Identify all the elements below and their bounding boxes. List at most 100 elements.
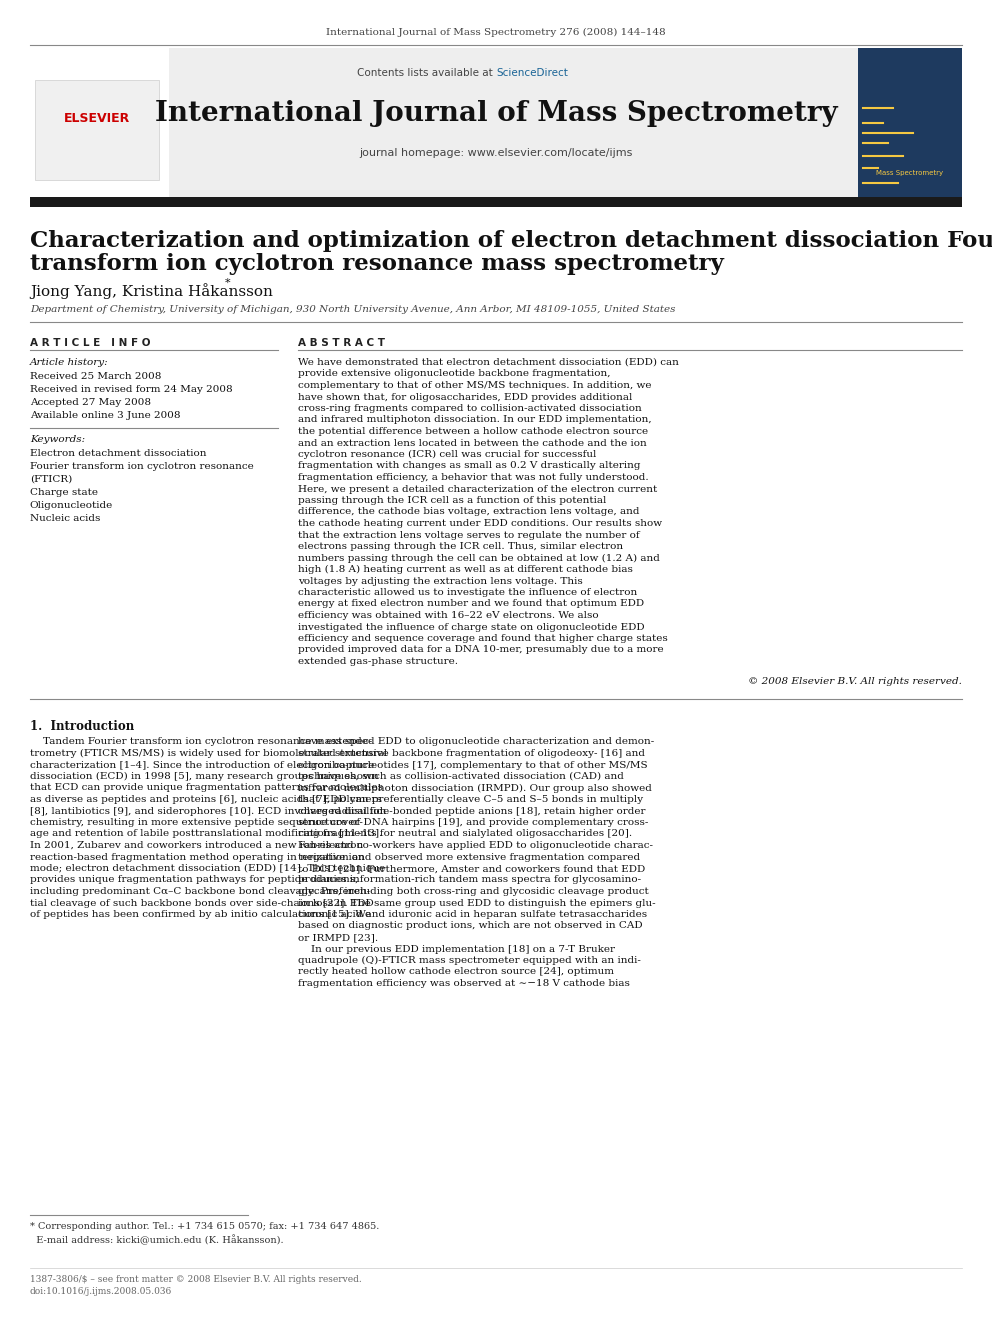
Text: transform ion cyclotron resonance mass spectrometry: transform ion cyclotron resonance mass s…: [30, 253, 723, 275]
Text: *: *: [225, 278, 230, 288]
Text: Contents lists available at: Contents lists available at: [357, 67, 496, 78]
Text: E-mail address: kicki@umich.edu (K. Håkansson).: E-mail address: kicki@umich.edu (K. Håka…: [30, 1234, 284, 1245]
Text: quadrupole (Q)-FTICR mass spectrometer equipped with an indi-: quadrupole (Q)-FTICR mass spectrometer e…: [298, 957, 641, 964]
Text: age and retention of labile posttranslational modifications [11–13].: age and retention of labile posttranslat…: [30, 830, 382, 839]
Text: In 2001, Zubarev and coworkers introduced a new ion-electron: In 2001, Zubarev and coworkers introduce…: [30, 841, 363, 849]
Text: Electron detachment dissociation: Electron detachment dissociation: [30, 448, 206, 458]
Text: International Journal of Mass Spectrometry 276 (2008) 144–148: International Journal of Mass Spectromet…: [326, 28, 666, 37]
Text: * Corresponding author. Tel.: +1 734 615 0570; fax: +1 734 647 4865.: * Corresponding author. Tel.: +1 734 615…: [30, 1222, 379, 1230]
Text: Jiong Yang, Kristina Håkansson: Jiong Yang, Kristina Håkansson: [30, 283, 273, 299]
Text: tial cleavage of such backbone bonds over side-chain loss in EDD: tial cleavage of such backbone bonds ove…: [30, 898, 374, 908]
Text: 1387-3806/$ – see front matter © 2008 Elsevier B.V. All rights reserved.: 1387-3806/$ – see front matter © 2008 El…: [30, 1275, 361, 1285]
Bar: [30, 197, 962, 206]
Text: characteristic allowed us to investigate the influence of electron: characteristic allowed us to investigate…: [298, 587, 637, 597]
Text: based on diagnostic product ions, which are not observed in CAD: based on diagnostic product ions, which …: [298, 922, 642, 930]
Text: Article history:: Article history:: [30, 359, 108, 366]
Bar: [30, 48, 169, 200]
Text: reaction-based fragmentation method operating in negative ion: reaction-based fragmentation method oper…: [30, 852, 364, 861]
Text: Nucleic acids: Nucleic acids: [30, 515, 100, 523]
Text: techniques, such as collision-activated dissociation (CAD) and: techniques, such as collision-activated …: [298, 773, 624, 781]
Text: provide extensive oligonucleotide backbone fragmentation,: provide extensive oligonucleotide backbo…: [298, 369, 610, 378]
Text: 1.  Introduction: 1. Introduction: [30, 721, 134, 733]
Text: strated extensive backbone fragmentation of oligodeoxy- [16] and: strated extensive backbone fragmentation…: [298, 749, 645, 758]
Text: extended gas-phase structure.: extended gas-phase structure.: [298, 658, 457, 665]
Text: the potential difference between a hollow cathode electron source: the potential difference between a hollo…: [298, 427, 648, 437]
Text: [8], lantibiotics [9], and siderophores [10]. ECD involves radical ion: [8], lantibiotics [9], and siderophores …: [30, 807, 386, 815]
Text: to ECD [21]. Furthermore, Amster and coworkers found that EDD: to ECD [21]. Furthermore, Amster and cow…: [298, 864, 645, 873]
Text: mode; electron detachment dissociation (EDD) [14]. This technique: mode; electron detachment dissociation (…: [30, 864, 385, 873]
Text: infrared multiphoton dissociation (IRMPD). Our group also showed: infrared multiphoton dissociation (IRMPD…: [298, 783, 652, 792]
Text: trometry (FTICR MS/MS) is widely used for biomolecular structural: trometry (FTICR MS/MS) is widely used fo…: [30, 749, 387, 758]
Text: investigated the influence of charge state on oligonucleotide EDD: investigated the influence of charge sta…: [298, 623, 644, 631]
Text: that the extraction lens voltage serves to regulate the number of: that the extraction lens voltage serves …: [298, 531, 639, 540]
Text: fragmentation efficiency, a behavior that was not fully understood.: fragmentation efficiency, a behavior tha…: [298, 474, 648, 482]
Text: International Journal of Mass Spectrometry: International Journal of Mass Spectromet…: [155, 101, 837, 127]
Text: difference, the cathode bias voltage, extraction lens voltage, and: difference, the cathode bias voltage, ex…: [298, 508, 639, 516]
Text: Received in revised form 24 May 2008: Received in revised form 24 May 2008: [30, 385, 232, 394]
Text: including predominant Cα–C backbone bond cleavage. Preferen-: including predominant Cα–C backbone bond…: [30, 886, 370, 896]
Text: A B S T R A C T: A B S T R A C T: [298, 337, 385, 348]
Text: have shown that, for oligosaccharides, EDD provides additional: have shown that, for oligosaccharides, E…: [298, 393, 632, 401]
Text: provided improved data for a DNA 10-mer, presumably due to a more: provided improved data for a DNA 10-mer,…: [298, 646, 664, 655]
Text: complementary to that of other MS/MS techniques. In addition, we: complementary to that of other MS/MS tec…: [298, 381, 651, 390]
Text: that ECD can provide unique fragmentation patterns for molecules: that ECD can provide unique fragmentatio…: [30, 783, 383, 792]
Text: dissociation (ECD) in 1998 [5], many research groups have shown: dissociation (ECD) in 1998 [5], many res…: [30, 773, 378, 781]
Text: numbers passing through the cell can be obtained at low (1.2 A) and: numbers passing through the cell can be …: [298, 553, 660, 562]
Text: efficiency and sequence coverage and found that higher charge states: efficiency and sequence coverage and fou…: [298, 634, 668, 643]
Text: provides unique fragmentation pathways for peptide dianions,: provides unique fragmentation pathways f…: [30, 876, 358, 885]
Text: and infrared multiphoton dissociation. In our EDD implementation,: and infrared multiphoton dissociation. I…: [298, 415, 651, 425]
Text: structure of DNA hairpins [19], and provide complementary cross-: structure of DNA hairpins [19], and prov…: [298, 818, 648, 827]
Text: energy at fixed electron number and we found that optimum EDD: energy at fixed electron number and we f…: [298, 599, 644, 609]
Bar: [858, 48, 962, 200]
Text: We have demonstrated that electron detachment dissociation (EDD) can: We have demonstrated that electron detac…: [298, 359, 679, 366]
Text: Here, we present a detailed characterization of the electron current: Here, we present a detailed characteriza…: [298, 484, 657, 493]
Text: A R T I C L E   I N F O: A R T I C L E I N F O: [30, 337, 150, 348]
Text: Keywords:: Keywords:: [30, 435, 85, 445]
Text: produces information-rich tandem mass spectra for glycosamino-: produces information-rich tandem mass sp…: [298, 876, 641, 885]
Text: electrons passing through the ICR cell. Thus, similar electron: electrons passing through the ICR cell. …: [298, 542, 623, 550]
Text: ring fragments for neutral and sialylated oligosaccharides [20].: ring fragments for neutral and sialylate…: [298, 830, 632, 839]
Text: curonic acid and iduronic acid in heparan sulfate tetrasaccharides: curonic acid and iduronic acid in hepara…: [298, 910, 647, 919]
Text: oligoribo-nucleotides [17], complementary to that of other MS/MS: oligoribo-nucleotides [17], complementar…: [298, 761, 647, 770]
Text: © 2008 Elsevier B.V. All rights reserved.: © 2008 Elsevier B.V. All rights reserved…: [748, 676, 962, 685]
Text: of peptides has been confirmed by ab initio calculations [15]. We: of peptides has been confirmed by ab ini…: [30, 910, 371, 919]
Text: charged disulfide-bonded peptide anions [18], retain higher order: charged disulfide-bonded peptide anions …: [298, 807, 645, 815]
Text: high (1.8 A) heating current as well as at different cathode bias: high (1.8 A) heating current as well as …: [298, 565, 633, 574]
Text: rectly heated hollow cathode electron source [24], optimum: rectly heated hollow cathode electron so…: [298, 967, 614, 976]
Text: efficiency was obtained with 16–22 eV electrons. We also: efficiency was obtained with 16–22 eV el…: [298, 611, 598, 620]
Text: passing through the ICR cell as a function of this potential: passing through the ICR cell as a functi…: [298, 496, 606, 505]
Bar: [30, 48, 962, 200]
Text: the cathode heating current under EDD conditions. Our results show: the cathode heating current under EDD co…: [298, 519, 662, 528]
Text: as diverse as peptides and proteins [6], nucleic acids [7], polymers: as diverse as peptides and proteins [6],…: [30, 795, 382, 804]
Text: Tandem Fourier transform ion cyclotron resonance mass spec-: Tandem Fourier transform ion cyclotron r…: [30, 737, 372, 746]
Text: that EDD can preferentially cleave C–5 and S–5 bonds in multiply: that EDD can preferentially cleave C–5 a…: [298, 795, 643, 804]
Text: characterization [1–4]. Since the introduction of electron capture: characterization [1–4]. Since the introd…: [30, 761, 374, 770]
Text: glycans, including both cross-ring and glycosidic cleavage product: glycans, including both cross-ring and g…: [298, 886, 649, 896]
Text: ions [22]. The same group used EDD to distinguish the epimers glu-: ions [22]. The same group used EDD to di…: [298, 898, 656, 908]
Text: cross-ring fragments compared to collision-activated dissociation: cross-ring fragments compared to collisi…: [298, 404, 642, 413]
Text: voltages by adjusting the extraction lens voltage. This: voltages by adjusting the extraction len…: [298, 577, 582, 586]
Text: Department of Chemistry, University of Michigan, 930 North University Avenue, An: Department of Chemistry, University of M…: [30, 306, 676, 314]
Text: ScienceDirect: ScienceDirect: [496, 67, 567, 78]
Text: (FTICR): (FTICR): [30, 475, 72, 484]
Text: or IRMPD [23].: or IRMPD [23].: [298, 933, 378, 942]
Text: and an extraction lens located in between the cathode and the ion: and an extraction lens located in betwee…: [298, 438, 647, 447]
Text: Oligonucleotide: Oligonucleotide: [30, 501, 113, 509]
Text: chemistry, resulting in more extensive peptide sequence cover-: chemistry, resulting in more extensive p…: [30, 818, 363, 827]
Text: Fabris and co-workers have applied EDD to oligonucleotide charac-: Fabris and co-workers have applied EDD t…: [298, 841, 653, 849]
Text: In our previous EDD implementation [18] on a 7-T Bruker: In our previous EDD implementation [18] …: [298, 945, 615, 954]
Text: Charge state: Charge state: [30, 488, 98, 497]
Bar: [35, 79, 159, 180]
Text: Mass Spectrometry: Mass Spectrometry: [876, 169, 943, 176]
Text: Available online 3 June 2008: Available online 3 June 2008: [30, 411, 181, 419]
Text: have extended EDD to oligonucleotide characterization and demon-: have extended EDD to oligonucleotide cha…: [298, 737, 654, 746]
Text: fragmentation efficiency was observed at ∼−18 V cathode bias: fragmentation efficiency was observed at…: [298, 979, 630, 988]
Text: doi:10.1016/j.ijms.2008.05.036: doi:10.1016/j.ijms.2008.05.036: [30, 1287, 172, 1297]
Text: journal homepage: www.elsevier.com/locate/ijms: journal homepage: www.elsevier.com/locat…: [359, 148, 633, 157]
Text: Accepted 27 May 2008: Accepted 27 May 2008: [30, 398, 151, 407]
Text: cyclotron resonance (ICR) cell was crucial for successful: cyclotron resonance (ICR) cell was cruci…: [298, 450, 596, 459]
Text: ELSEVIER: ELSEVIER: [64, 112, 130, 124]
Text: Characterization and optimization of electron detachment dissociation Fourier: Characterization and optimization of ele…: [30, 230, 992, 251]
Text: terization and observed more extensive fragmentation compared: terization and observed more extensive f…: [298, 852, 640, 861]
Text: Fourier transform ion cyclotron resonance: Fourier transform ion cyclotron resonanc…: [30, 462, 254, 471]
